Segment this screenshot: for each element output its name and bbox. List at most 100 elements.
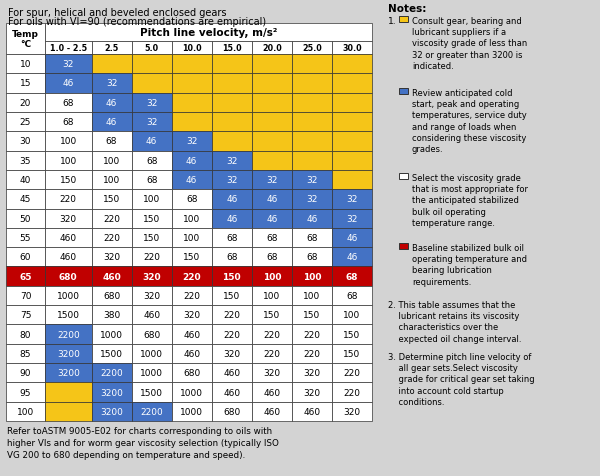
- Text: 680: 680: [183, 368, 200, 377]
- Bar: [131, 209, 172, 228]
- Bar: [92, 42, 131, 55]
- Text: 220: 220: [182, 272, 201, 281]
- Bar: [172, 151, 212, 170]
- Bar: [131, 151, 172, 170]
- Text: 68: 68: [146, 157, 157, 165]
- Bar: [45, 113, 92, 132]
- Text: 32: 32: [106, 79, 117, 88]
- Text: 680: 680: [223, 407, 241, 416]
- Bar: [172, 132, 212, 151]
- Text: 150: 150: [143, 234, 160, 242]
- Bar: [45, 363, 92, 383]
- Text: Review anticipated cold
start, peak and operating
temperatures, service duty
and: Review anticipated cold start, peak and …: [412, 89, 527, 154]
- Text: 1500: 1500: [100, 349, 123, 358]
- Text: 460: 460: [263, 388, 280, 397]
- Text: 65: 65: [19, 272, 32, 281]
- Text: 220: 220: [143, 253, 160, 262]
- Bar: [45, 24, 372, 42]
- Bar: [292, 248, 332, 267]
- Bar: [6, 113, 45, 132]
- Text: 45: 45: [20, 195, 31, 204]
- Bar: [172, 325, 212, 344]
- Text: 680: 680: [143, 330, 160, 339]
- Text: 2. This table assumes that the
    lubricant retains its viscosity
    character: 2. This table assumes that the lubricant…: [388, 300, 521, 343]
- Bar: [332, 267, 372, 286]
- Text: 68: 68: [226, 253, 238, 262]
- Bar: [212, 55, 252, 74]
- Bar: [292, 93, 332, 113]
- Bar: [92, 55, 131, 74]
- Text: 3. Determine pitch line velocity of
    all gear sets.Select viscosity
    grade: 3. Determine pitch line velocity of all …: [388, 352, 535, 406]
- Text: 68: 68: [266, 253, 278, 262]
- Bar: [399, 174, 408, 179]
- Bar: [45, 190, 92, 209]
- Bar: [252, 190, 292, 209]
- Bar: [252, 93, 292, 113]
- Bar: [252, 113, 292, 132]
- Text: 1.0 - 2.5: 1.0 - 2.5: [50, 44, 87, 53]
- Bar: [172, 209, 212, 228]
- Bar: [45, 228, 92, 248]
- Bar: [212, 363, 252, 383]
- Text: 460: 460: [102, 272, 121, 281]
- Text: Temp
°C: Temp °C: [12, 30, 39, 49]
- Bar: [212, 93, 252, 113]
- Bar: [92, 170, 131, 190]
- Text: 32: 32: [306, 195, 317, 204]
- Bar: [212, 248, 252, 267]
- Bar: [212, 306, 252, 325]
- Bar: [332, 344, 372, 363]
- Bar: [131, 170, 172, 190]
- Bar: [6, 93, 45, 113]
- Text: 320: 320: [60, 214, 77, 223]
- Bar: [131, 132, 172, 151]
- Bar: [172, 267, 212, 286]
- Bar: [252, 286, 292, 306]
- Bar: [212, 74, 252, 93]
- Bar: [212, 286, 252, 306]
- Bar: [332, 325, 372, 344]
- Text: 70: 70: [20, 291, 31, 300]
- Bar: [292, 306, 332, 325]
- Bar: [399, 89, 408, 95]
- Bar: [92, 383, 131, 402]
- Bar: [131, 306, 172, 325]
- Bar: [332, 42, 372, 55]
- Text: 68: 68: [62, 118, 74, 127]
- Bar: [131, 113, 172, 132]
- Text: 46: 46: [186, 157, 197, 165]
- Text: 46: 46: [346, 253, 358, 262]
- Text: 220: 220: [60, 195, 77, 204]
- Bar: [92, 190, 131, 209]
- Text: 1000: 1000: [180, 407, 203, 416]
- Bar: [212, 383, 252, 402]
- Bar: [92, 151, 131, 170]
- Bar: [92, 363, 131, 383]
- Bar: [332, 286, 372, 306]
- Bar: [92, 93, 131, 113]
- Text: 46: 46: [186, 176, 197, 185]
- Bar: [292, 132, 332, 151]
- Text: 150: 150: [223, 291, 241, 300]
- Bar: [92, 113, 131, 132]
- Text: 32: 32: [146, 118, 157, 127]
- Bar: [252, 151, 292, 170]
- Text: 46: 46: [146, 137, 157, 146]
- Bar: [332, 306, 372, 325]
- Text: 220: 220: [103, 214, 120, 223]
- Bar: [6, 151, 45, 170]
- Bar: [292, 363, 332, 383]
- Text: 100: 100: [103, 176, 120, 185]
- Bar: [172, 170, 212, 190]
- Bar: [292, 55, 332, 74]
- Text: 15.0: 15.0: [222, 44, 242, 53]
- Bar: [212, 151, 252, 170]
- Bar: [92, 402, 131, 421]
- Bar: [172, 113, 212, 132]
- Text: For spur, helical and beveled enclosed gears: For spur, helical and beveled enclosed g…: [8, 8, 227, 18]
- Text: 85: 85: [20, 349, 31, 358]
- Bar: [292, 325, 332, 344]
- Text: 1000: 1000: [140, 349, 163, 358]
- Text: 68: 68: [146, 176, 157, 185]
- Text: 20: 20: [20, 99, 31, 108]
